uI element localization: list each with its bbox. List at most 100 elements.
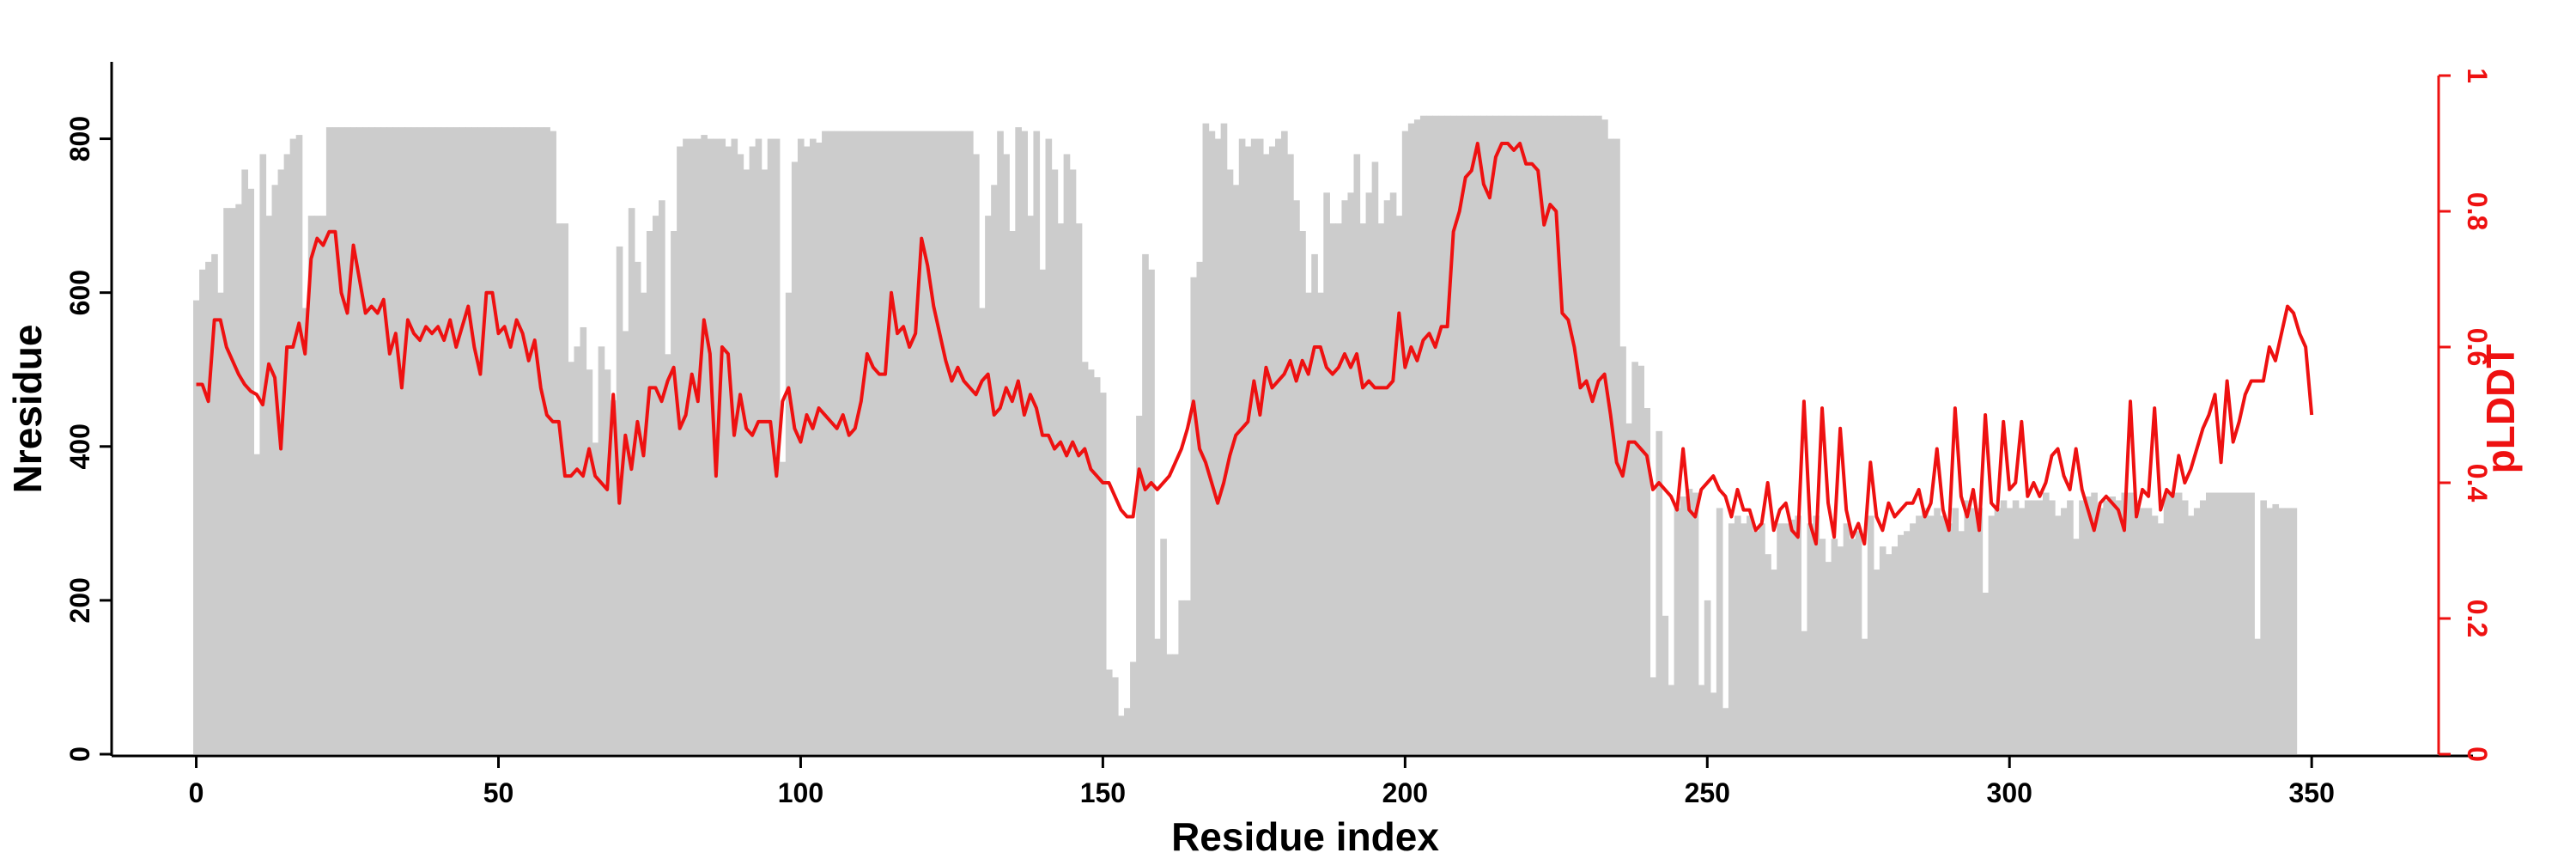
- bar: [1498, 115, 1506, 754]
- bar: [1771, 570, 1777, 754]
- bar: [876, 131, 884, 755]
- bar: [1904, 531, 1911, 754]
- bar: [1837, 546, 1844, 754]
- bar: [1220, 123, 1228, 754]
- bar: [1583, 115, 1590, 754]
- bar: [1765, 554, 1771, 754]
- bar: [610, 400, 617, 754]
- bar: [453, 127, 460, 754]
- bar: [1662, 615, 1669, 754]
- bar: [2248, 492, 2255, 754]
- bar: [2290, 508, 2298, 754]
- bar: [1558, 115, 1566, 754]
- bar: [743, 169, 750, 754]
- bar: [2224, 492, 2231, 754]
- bar: [526, 127, 532, 754]
- bar: [1474, 115, 1481, 754]
- bar: [1873, 570, 1880, 754]
- bar: [1607, 138, 1614, 754]
- bar: [942, 131, 950, 755]
- y-tick-label: 800: [64, 116, 95, 161]
- bar: [447, 127, 454, 754]
- bar: [1184, 600, 1192, 754]
- bar: [683, 138, 690, 754]
- bar: [2187, 515, 2195, 754]
- bar: [2127, 492, 2135, 754]
- bar: [1528, 115, 1536, 754]
- bar: [368, 127, 375, 754]
- bar: [398, 127, 405, 754]
- bar: [241, 169, 248, 754]
- bar: [289, 138, 297, 754]
- y-tick-label: 200: [64, 577, 95, 623]
- bar: [1202, 123, 1210, 754]
- bar: [1208, 131, 1216, 755]
- bar: [374, 127, 381, 754]
- bar: [205, 261, 212, 755]
- bar: [459, 127, 466, 754]
- bar: [1087, 369, 1095, 754]
- bar: [967, 131, 974, 755]
- y-ticks: 0 200 400 600 800: [64, 116, 112, 762]
- bar: [2145, 508, 2153, 754]
- bar: [2199, 500, 2207, 754]
- bar: [1946, 523, 1953, 754]
- bar: [1795, 515, 1801, 754]
- bar: [519, 127, 526, 754]
- y2-tick-label: 0.2: [2462, 600, 2493, 637]
- bar: [301, 308, 309, 755]
- bar: [2254, 638, 2261, 754]
- y2-tick-label: 1: [2462, 68, 2493, 83]
- bar: [1783, 523, 1789, 754]
- bar: [586, 369, 593, 754]
- bar: [1698, 685, 1705, 754]
- x-tick-label: 50: [483, 777, 514, 808]
- bar: [1656, 430, 1663, 754]
- bar: [1093, 377, 1101, 754]
- bar: [719, 138, 726, 754]
- bar: [235, 204, 242, 754]
- bar: [1166, 654, 1173, 754]
- bar: [1117, 716, 1125, 754]
- bar: [2006, 508, 2014, 754]
- bar: [1075, 223, 1083, 754]
- bar: [2193, 508, 2201, 754]
- bar: [1861, 638, 1868, 754]
- bar: [731, 138, 738, 754]
- bar: [1353, 154, 1361, 755]
- bar: [1359, 223, 1367, 754]
- bar: [900, 131, 908, 755]
- bar: [767, 138, 775, 754]
- bar: [954, 131, 962, 755]
- bar: [550, 131, 556, 755]
- bar: [495, 127, 502, 754]
- bar: [253, 454, 261, 754]
- bar: [1668, 685, 1675, 754]
- bar: [864, 131, 871, 755]
- bar: [331, 127, 339, 754]
- bar: [1710, 692, 1717, 754]
- bar: [1395, 216, 1403, 755]
- bar: [628, 208, 635, 754]
- bar: [1148, 269, 1155, 754]
- bar: [2073, 539, 2080, 754]
- bar: [991, 185, 998, 755]
- bar: [912, 131, 920, 755]
- bar: [1450, 115, 1457, 754]
- x-ticks: 0 50 100 150 200 250 300 350: [189, 756, 2335, 808]
- bar: [1432, 115, 1439, 754]
- bar-series: [193, 115, 2298, 755]
- bar: [538, 127, 544, 754]
- bar: [199, 269, 206, 754]
- bar: [1643, 408, 1651, 754]
- bar: [1444, 115, 1451, 754]
- bar: [1009, 231, 1016, 754]
- bar: [229, 208, 236, 754]
- bar: [1190, 277, 1198, 754]
- bar: [870, 131, 878, 755]
- bar: [997, 131, 1004, 755]
- bar: [1057, 223, 1065, 754]
- bar: [1546, 115, 1554, 754]
- bar: [1347, 192, 1355, 755]
- bar: [1879, 546, 1886, 754]
